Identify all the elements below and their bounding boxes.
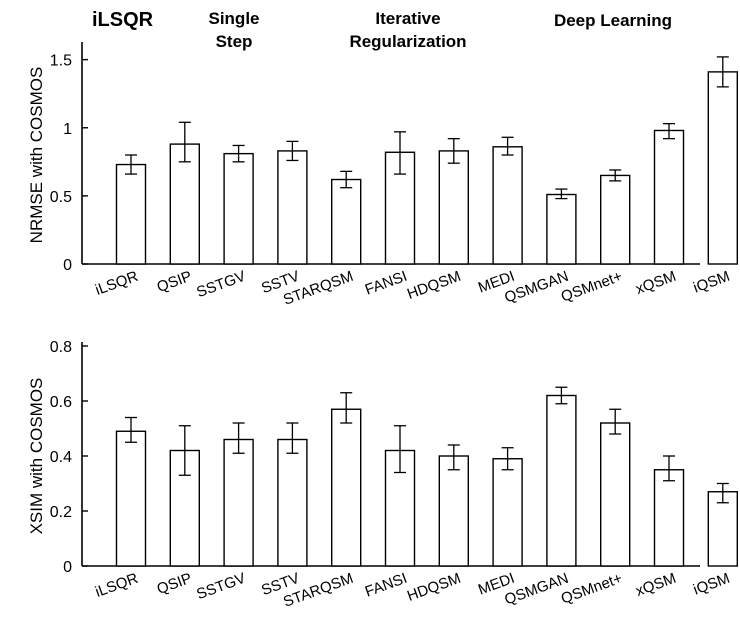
x-tick-label-iQSM: iQSM — [691, 570, 732, 599]
x-tick-label-FANSI: FANSI — [363, 268, 410, 299]
y-tick-label: 0 — [63, 559, 72, 576]
group-label-1-line-1: Regularization — [349, 32, 466, 51]
bar-QSMGAN — [546, 193, 577, 265]
bar-iLSQR — [115, 163, 147, 265]
group-label-0-line-1: Step — [216, 32, 253, 51]
x-tick-label-HDQSM: HDQSM — [405, 268, 463, 303]
bar-QSMnet+ — [600, 174, 631, 265]
y-axis-label: XSIM with COSMOS — [27, 378, 46, 535]
group-labels: Single Step Iterative Regularization Deep Le… — [208, 9, 672, 51]
y-tick-label: 0.8 — [50, 339, 72, 356]
bar-xQSM — [653, 469, 685, 567]
y-tick-label: 0 — [63, 257, 72, 274]
bar-STARQSM — [331, 178, 362, 265]
bar-SSTGV — [223, 152, 254, 265]
group-label-0-line-0: Single — [208, 9, 259, 28]
bar-HDQSM — [438, 150, 469, 265]
x-tick-label-iLSQR: iLSQR — [93, 268, 140, 299]
bar-iLSQR — [115, 430, 147, 567]
y-axis-label: NRMSE with COSMOS — [27, 67, 46, 244]
method-tag-label: iLSQR — [92, 9, 154, 31]
y-tick-label: 0.4 — [50, 449, 72, 466]
bar-SSTV — [277, 150, 308, 265]
group-label-1-line-0: Iterative — [375, 9, 440, 28]
y-tick-label: 1 — [63, 121, 72, 138]
bar-HDQSM — [438, 455, 469, 567]
bar-QSMGAN — [546, 394, 577, 567]
x-tick-label-iLSQR: iLSQR — [93, 570, 140, 601]
y-tick-label: 0.2 — [50, 504, 72, 521]
y-tick-label: 0.6 — [50, 394, 72, 411]
x-tick-label-FANSI: FANSI — [363, 570, 410, 601]
x-tick-label-QSMnet+: QSMnet+ — [559, 570, 625, 608]
x-tick-label-xQSM: xQSM — [633, 570, 678, 600]
y-tick-label: 0.5 — [50, 189, 72, 206]
bar-iQSM — [707, 491, 738, 567]
bar-iQSM — [707, 71, 738, 265]
bar-xQSM — [653, 129, 685, 265]
group-label-2-line-0: Deep Learning — [554, 11, 672, 30]
bar-SSTV — [277, 438, 308, 567]
bar-QSMnet+ — [600, 422, 631, 567]
x-tick-label-QSMnet+: QSMnet+ — [559, 268, 625, 306]
bar-STARQSM — [331, 408, 362, 567]
x-tick-label-xQSM: xQSM — [633, 268, 678, 298]
x-tick-label-QSIP: QSIP — [155, 268, 195, 296]
x-tick-label-SSTGV: SSTGV — [194, 268, 248, 301]
bar-MEDI — [492, 146, 523, 265]
x-tick-label-iQSM: iQSM — [691, 268, 732, 297]
bar-MEDI — [492, 458, 523, 567]
y-tick-label: 1.5 — [50, 53, 72, 70]
x-tick-label-HDQSM: HDQSM — [405, 570, 463, 605]
x-tick-label-SSTGV: SSTGV — [194, 570, 248, 603]
bar-SSTGV — [223, 438, 254, 567]
x-tick-label-QSIP: QSIP — [155, 570, 195, 598]
xsim-panel: 0 0.2 0.4 0.6 0.8 XSIM with COSMOS iLSQR QSIP SS… — [27, 339, 738, 611]
